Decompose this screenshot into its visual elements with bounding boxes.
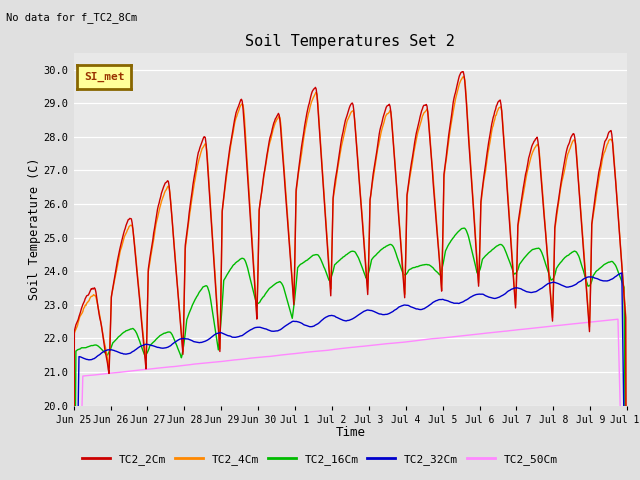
X-axis label: Time: Time [335,426,365,439]
Text: SI_met: SI_met [84,72,124,82]
Title: Soil Temperatures Set 2: Soil Temperatures Set 2 [246,34,455,49]
Text: No data for f_TC2_8Cm: No data for f_TC2_8Cm [6,12,138,23]
Legend: TC2_2Cm, TC2_4Cm, TC2_16Cm, TC2_32Cm, TC2_50Cm: TC2_2Cm, TC2_4Cm, TC2_16Cm, TC2_32Cm, TC… [78,450,562,469]
Y-axis label: Soil Temperature (C): Soil Temperature (C) [28,158,41,300]
